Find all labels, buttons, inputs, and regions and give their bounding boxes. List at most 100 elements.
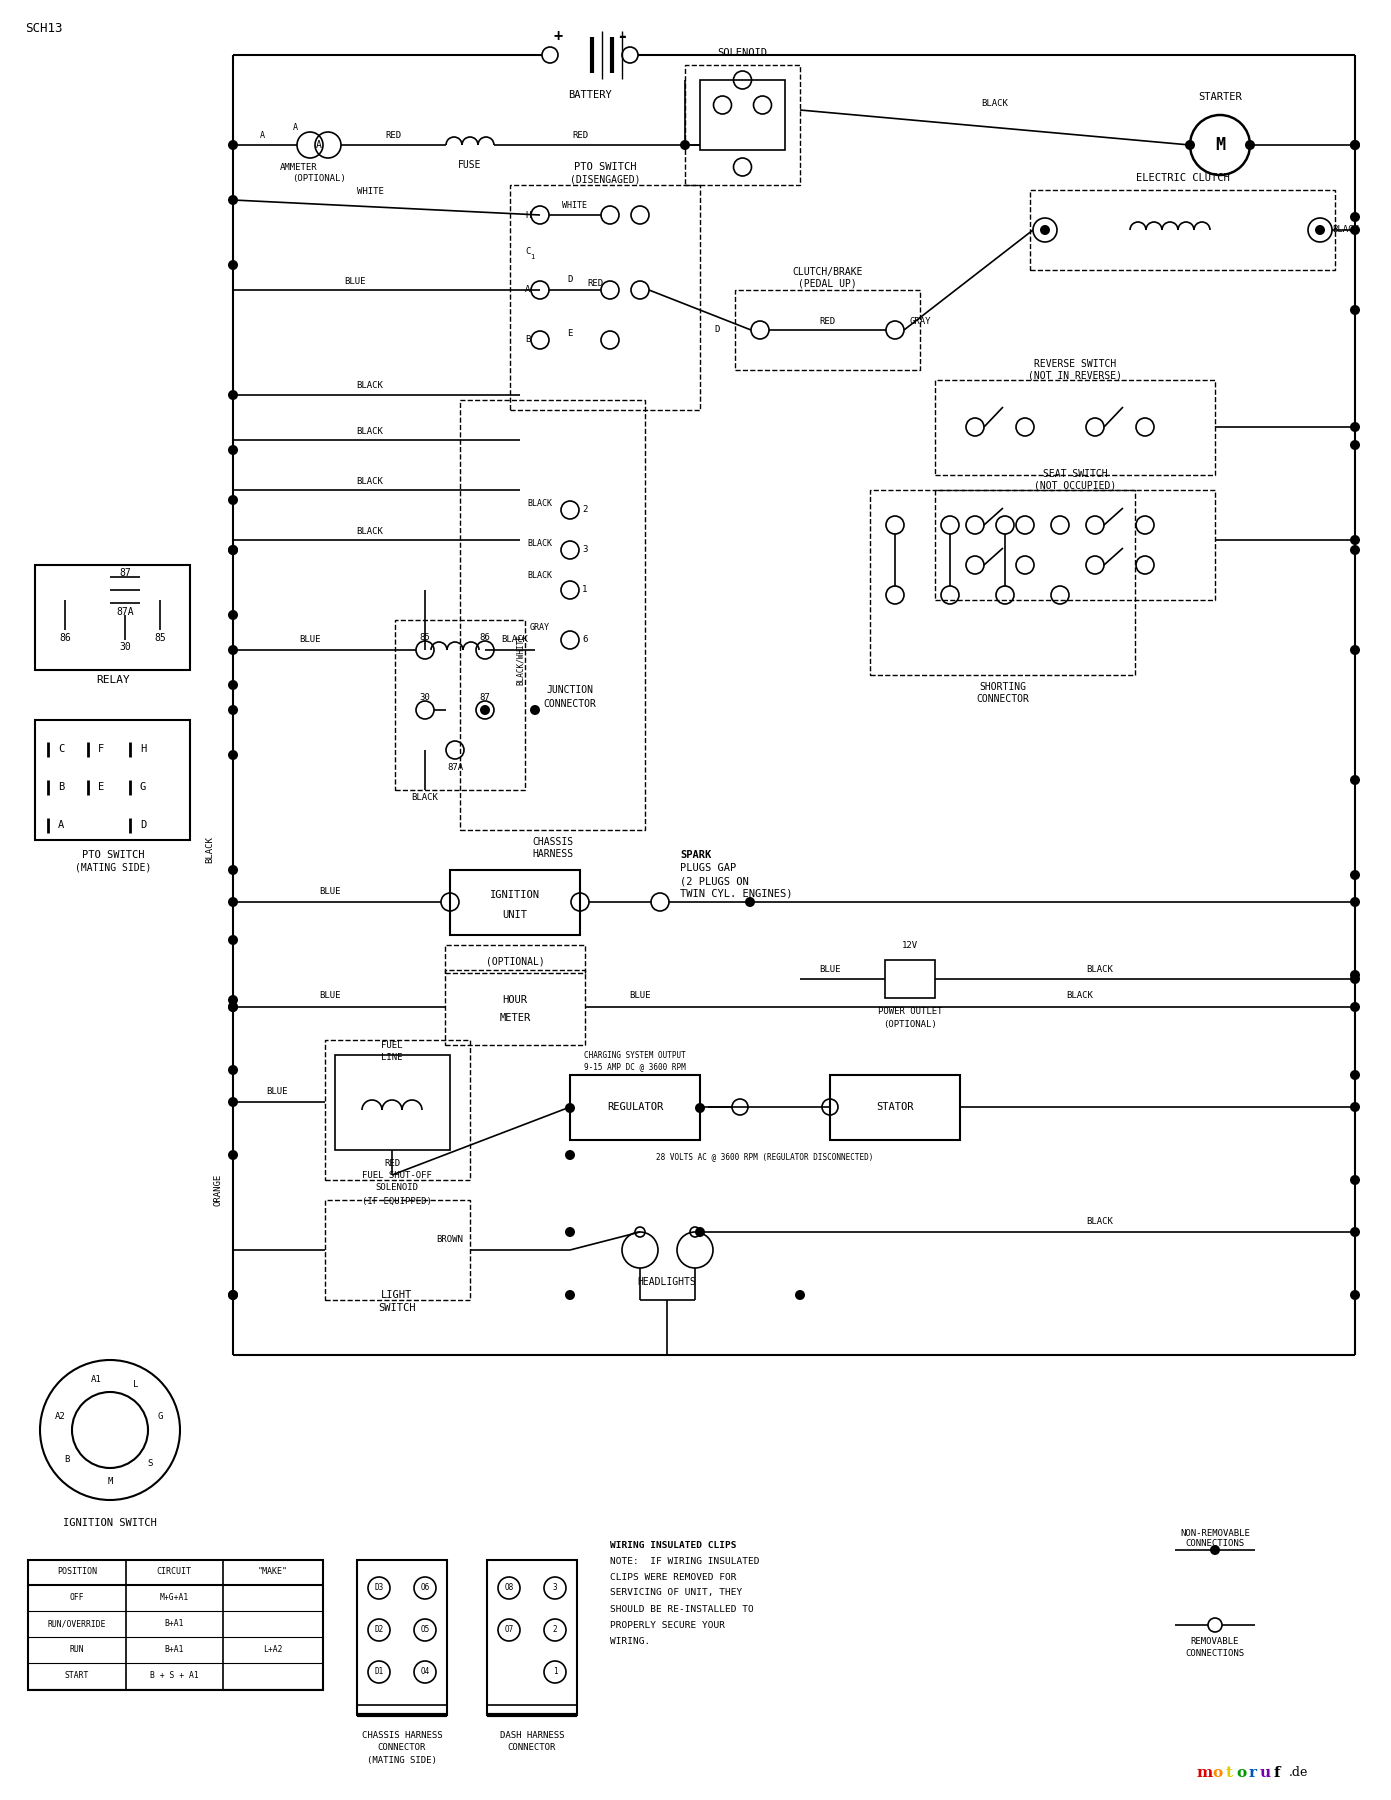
Circle shape [480,706,490,715]
Text: H: H [140,743,146,754]
Text: FUEL: FUEL [381,1040,403,1049]
Text: u: u [1259,1766,1270,1780]
Circle shape [228,445,238,455]
Text: BLUE: BLUE [819,965,840,974]
Text: 87A: 87A [447,763,463,772]
Text: 87A: 87A [117,607,134,617]
Text: O5: O5 [420,1625,430,1634]
Text: (OPTIONAL): (OPTIONAL) [485,956,544,967]
Text: WIRING INSULATED CLIPS: WIRING INSULATED CLIPS [611,1541,736,1550]
Text: WHITE: WHITE [356,187,384,196]
Circle shape [1351,1102,1360,1112]
Text: (IF EQUIPPED): (IF EQUIPPED) [362,1197,433,1206]
Text: (MATING SIDE): (MATING SIDE) [367,1757,437,1766]
Text: SHORTING: SHORTING [979,682,1027,691]
Bar [885,959,935,997]
Text: (NOT OCCUPIED): (NOT OCCUPIED) [1034,481,1116,490]
Circle shape [565,1150,574,1159]
Circle shape [228,495,238,506]
Text: LINE: LINE [381,1053,403,1062]
Text: BLACK: BLACK [1067,992,1093,1001]
Circle shape [228,896,238,907]
Text: 6: 6 [581,635,587,644]
Text: S: S [147,1460,153,1469]
Circle shape [228,644,238,655]
Circle shape [1351,140,1360,149]
Text: D: D [568,275,573,284]
Text: A: A [526,286,531,295]
Text: t: t [1225,1766,1232,1780]
Circle shape [1351,1003,1360,1012]
Bar [869,490,1135,675]
Text: o: o [1237,1766,1246,1780]
Circle shape [228,934,238,945]
Text: REVERSE SWITCH: REVERSE SWITCH [1034,358,1116,369]
Bar [325,1040,470,1181]
Text: CLIPS WERE REMOVED FOR: CLIPS WERE REMOVED FOR [611,1573,736,1582]
Text: DASH HARNESS: DASH HARNESS [499,1730,565,1739]
Text: RED: RED [819,317,835,326]
Circle shape [1351,1069,1360,1080]
Circle shape [1351,545,1360,554]
Text: BLACK: BLACK [1086,965,1113,974]
Text: GRAY: GRAY [530,623,549,632]
Text: CHARGING SYSTEM OUTPUT: CHARGING SYSTEM OUTPUT [584,1051,686,1060]
Text: FUSE: FUSE [458,160,481,169]
Text: SERVICING OF UNIT, THEY: SERVICING OF UNIT, THEY [611,1589,743,1598]
Text: (OPTIONAL): (OPTIONAL) [292,175,346,184]
Text: (MATING SIDE): (MATING SIDE) [75,862,152,873]
Text: -: - [616,27,627,47]
Text: AMMETER: AMMETER [280,162,317,171]
Circle shape [1351,776,1360,785]
Text: CIRCUIT: CIRCUIT [157,1568,192,1577]
Circle shape [1351,439,1360,450]
Text: RED: RED [384,1159,401,1168]
Bar [935,380,1214,475]
Text: TWIN CYL. ENGINES): TWIN CYL. ENGINES) [680,889,793,898]
Text: r: r [1249,1766,1257,1780]
Bar [1029,191,1335,270]
Bar [510,185,700,410]
Text: A1: A1 [92,1375,102,1384]
Text: SWITCH: SWITCH [378,1303,416,1312]
Text: 1: 1 [530,254,534,259]
Text: LIGHT: LIGHT [381,1291,413,1300]
Circle shape [228,259,238,270]
Circle shape [680,140,690,149]
Bar [570,1075,700,1139]
Circle shape [1351,974,1360,985]
Text: STATOR: STATOR [876,1102,914,1112]
Circle shape [228,1003,238,1012]
Text: NON-REMOVABLE: NON-REMOVABLE [1180,1528,1251,1537]
Text: A: A [292,122,298,131]
Text: 86: 86 [480,634,491,643]
Text: L: L [134,1381,139,1390]
Text: BLACK: BLACK [1086,1217,1113,1226]
Text: ELECTRIC CLUTCH: ELECTRIC CLUTCH [1135,173,1230,184]
Circle shape [746,896,755,907]
Bar [460,400,645,830]
Text: BLACK: BLACK [527,538,552,547]
Text: CONNECTOR: CONNECTOR [544,698,597,709]
Text: M+G+A1: M+G+A1 [160,1593,189,1602]
Circle shape [228,140,238,149]
Circle shape [228,680,238,689]
Circle shape [228,1291,238,1300]
Text: BLUE: BLUE [320,992,341,1001]
Text: 2: 2 [581,506,587,515]
Text: E: E [568,328,573,338]
Circle shape [228,866,238,875]
Text: SOLENOID: SOLENOID [376,1184,419,1192]
Text: L+A2: L+A2 [263,1645,282,1654]
Circle shape [696,1228,705,1237]
Text: HEADLIGHTS: HEADLIGHTS [637,1276,697,1287]
Circle shape [228,1150,238,1159]
Bar [830,1075,960,1139]
Text: f: f [1274,1766,1280,1780]
Text: 85: 85 [154,634,166,643]
Text: 3: 3 [581,545,587,554]
Text: CHASSIS HARNESS: CHASSIS HARNESS [362,1730,442,1739]
Circle shape [796,1291,805,1300]
Text: (PEDAL UP): (PEDAL UP) [798,277,857,288]
Text: B: B [58,781,64,792]
